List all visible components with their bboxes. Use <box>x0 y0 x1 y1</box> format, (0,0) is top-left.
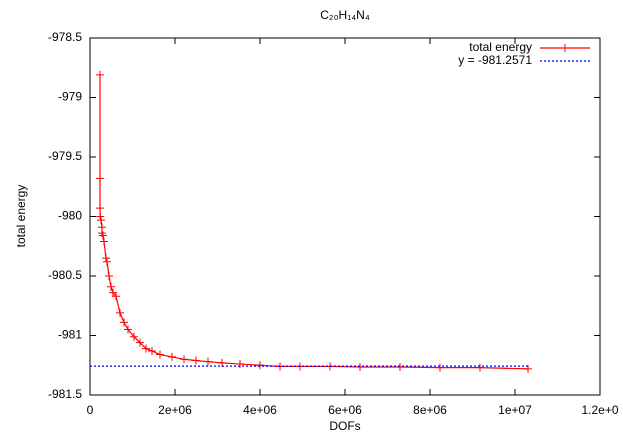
point-marker <box>435 363 444 372</box>
y-tick-label: -978.5 <box>48 30 82 44</box>
point-marker <box>256 361 264 370</box>
point-marker <box>99 231 108 240</box>
y-axis-label: total energy <box>14 185 28 248</box>
point-marker <box>95 70 104 79</box>
point-marker <box>167 352 176 361</box>
x-tick-label: 0 <box>87 403 94 417</box>
point-marker <box>235 360 244 369</box>
point-marker <box>97 216 106 225</box>
y-tick-label: -981 <box>58 328 82 342</box>
y-tick-label: -979.5 <box>48 149 82 163</box>
point-marker <box>155 350 164 359</box>
point-marker <box>191 356 200 365</box>
legend-marker <box>561 44 569 52</box>
x-tick-label: 2e+06 <box>158 403 192 417</box>
point-marker <box>120 318 128 327</box>
point-marker <box>104 272 113 280</box>
point-marker <box>106 282 115 291</box>
point-marker <box>99 237 108 246</box>
point-marker <box>129 332 138 341</box>
point-marker <box>142 344 151 353</box>
legend-label: total energy <box>469 40 532 54</box>
point-marker <box>95 174 104 183</box>
point-marker <box>95 204 104 213</box>
x-tick-label: 1.2e+0 <box>581 403 618 417</box>
x-tick-label: 1e+07 <box>498 403 532 417</box>
x-axis-label: DOFs <box>329 419 360 433</box>
point-marker <box>135 338 144 347</box>
point-marker <box>395 363 404 372</box>
point-marker <box>203 357 212 366</box>
point-marker <box>356 363 365 372</box>
chart-title: C₂₀H₁₄N₄ <box>320 8 370 22</box>
x-tick-label: 8e+06 <box>413 403 447 417</box>
y-tick-label: -980.5 <box>48 268 82 282</box>
point-marker <box>103 257 111 266</box>
point-marker <box>101 254 110 263</box>
legend-label: y = -981.2571 <box>458 53 532 67</box>
point-marker <box>112 292 121 301</box>
point-marker <box>148 346 157 355</box>
series-line <box>99 74 529 370</box>
y-tick-label: -980 <box>58 209 82 223</box>
x-tick-label: 4e+06 <box>243 403 277 417</box>
y-tick-label: -981.5 <box>48 387 82 401</box>
y-tick-label: -979 <box>58 90 82 104</box>
point-marker <box>116 308 125 317</box>
point-marker <box>180 355 189 364</box>
point-marker <box>524 364 533 373</box>
x-tick-label: 6e+06 <box>328 403 362 417</box>
plot-frame <box>89 37 601 396</box>
point-marker <box>96 212 105 221</box>
point-marker <box>475 363 484 372</box>
point-marker <box>123 325 132 334</box>
